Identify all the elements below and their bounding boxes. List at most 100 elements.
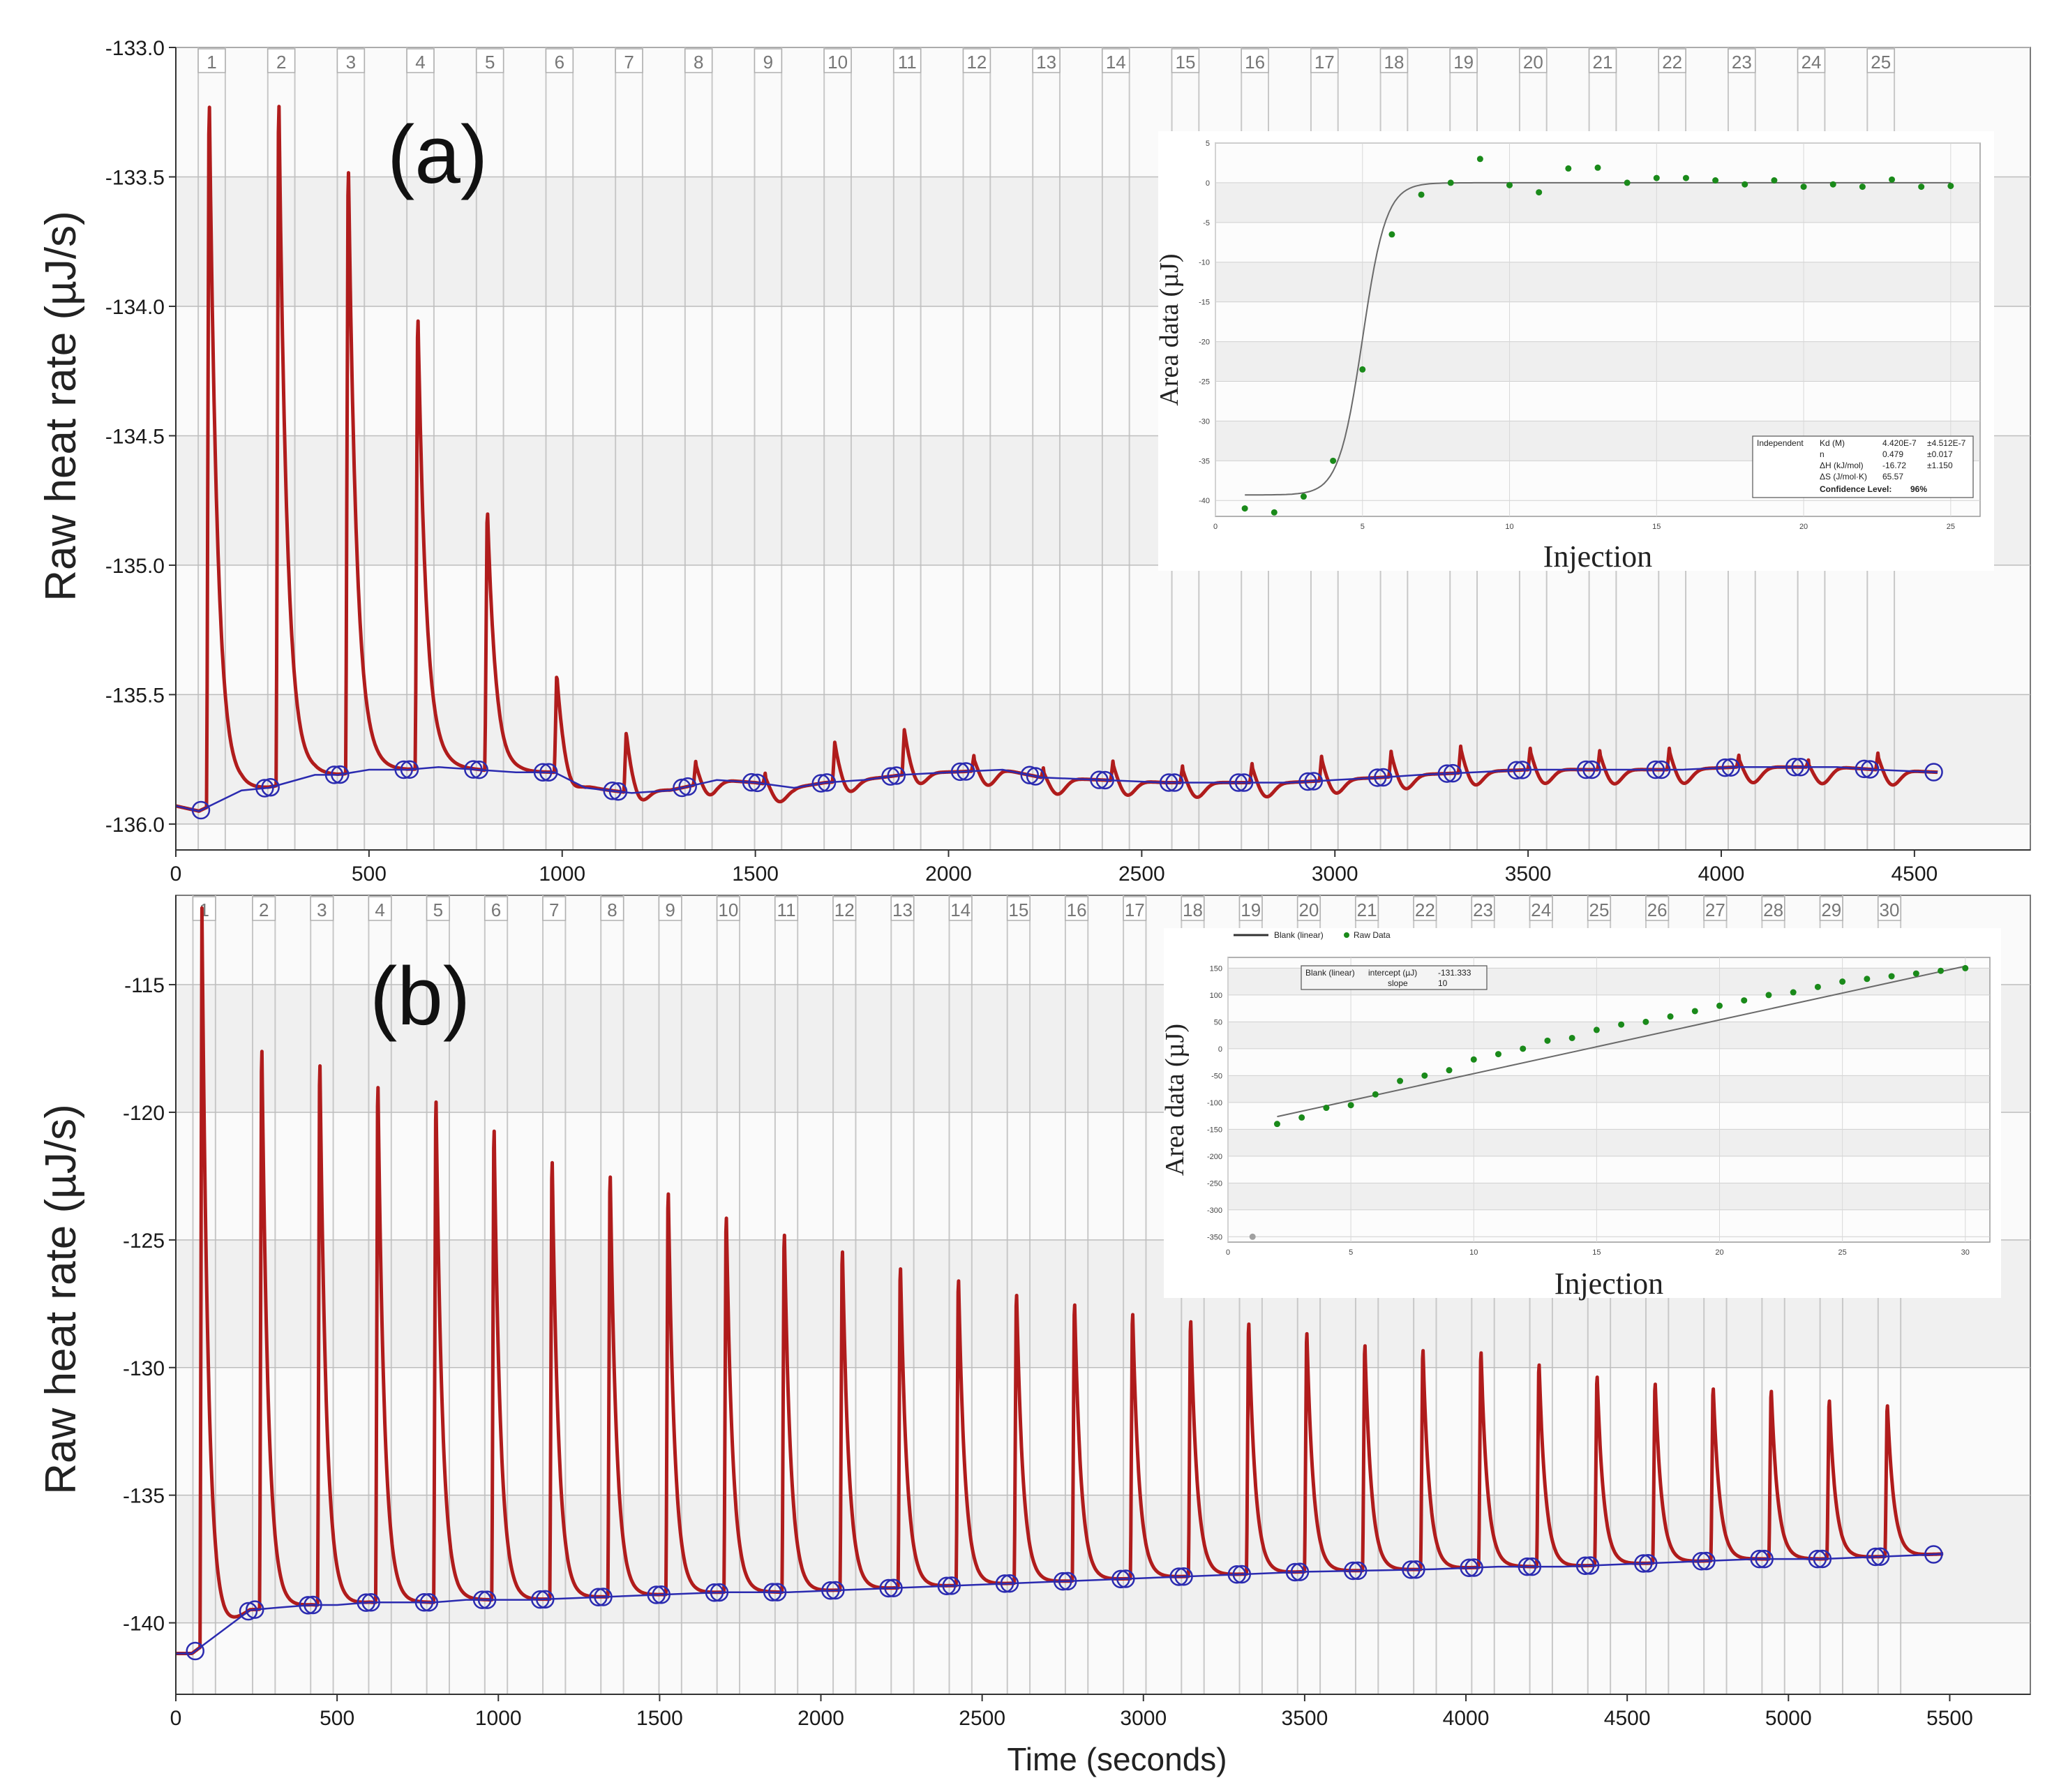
a-y-tick-label: -135.5 — [105, 684, 165, 707]
a-injection-box — [1658, 48, 1686, 73]
b-baseline-marker — [710, 1583, 729, 1602]
b-baseline-marker — [1755, 1549, 1774, 1569]
a-injection-number: 8 — [694, 52, 703, 73]
b-inset-point — [1618, 1021, 1625, 1028]
panel-b-x-axis: 0 500 1000 1500 2000 2500 3000 3500 4000 4500 5000… — [170, 1694, 2030, 1730]
a-injection-box — [615, 48, 643, 73]
a-baseline-marker — [394, 760, 413, 779]
b-injection-box — [310, 896, 334, 921]
a-baseline-marker — [1304, 772, 1324, 791]
b-baseline-marker — [357, 1593, 375, 1612]
b-injection-box — [1296, 896, 1321, 921]
a-baseline-marker — [1860, 760, 1880, 779]
b-x-tick-label: 0 — [170, 1707, 182, 1730]
b-baseline-marker — [1232, 1565, 1252, 1584]
a-x-tick-label: 2000 — [925, 863, 972, 886]
b-baseline-marker — [1058, 1571, 1077, 1591]
b-inset-fit-line — [1277, 965, 1966, 1118]
b-inset-intercept-value: -131.333 — [1438, 968, 1471, 978]
a-baseline-marker — [1095, 770, 1115, 790]
a-injection-box — [1379, 48, 1409, 73]
a-inset-point — [1594, 164, 1601, 171]
panel-b-y-axis: -115 -120 -125 -130 -135 -140 — [123, 895, 177, 1694]
b-baseline-marker — [942, 1576, 961, 1595]
a-injection-box — [684, 48, 713, 73]
panel-b-label: (b) — [370, 950, 470, 1043]
b-injection-number: 22 — [1415, 899, 1435, 920]
b-inset-legend-marker — [1344, 932, 1349, 938]
a-y-tick-label: -134.0 — [105, 296, 165, 319]
b-baseline-marker — [1460, 1558, 1478, 1577]
a-injection-number: 19 — [1453, 52, 1474, 73]
panel-b-inset: 150 100 50 0 -50 -100 -150 -200 -250 -300 -350 0 5 10… — [1160, 928, 2001, 1301]
a-x-tick-label: 3000 — [1312, 863, 1358, 886]
b-injection-number: 19 — [1241, 899, 1261, 920]
b-injection-number: 15 — [1008, 899, 1028, 920]
a-inset-x-tick-label: 10 — [1505, 523, 1513, 531]
b-baseline-marker — [1580, 1556, 1600, 1575]
b-injection-box — [1006, 896, 1031, 921]
b-injection-box — [542, 896, 567, 921]
b-baseline-marker — [239, 1601, 258, 1621]
b-baseline-marker — [304, 1595, 322, 1615]
a-injection-box — [1310, 48, 1339, 73]
a-x-tick-label: 4500 — [1892, 863, 1938, 886]
b-inset-point — [1741, 997, 1748, 1004]
b-x-tick-label: 5000 — [1765, 1707, 1812, 1730]
a-baseline-marker — [1368, 768, 1387, 787]
a-inset-results-value: 0.479 — [1882, 449, 1903, 459]
a-inset-y-tick-label: -30 — [1199, 417, 1210, 426]
b-y-tick-label: -135 — [123, 1485, 165, 1508]
b-injection-box — [948, 896, 973, 921]
panel-a-y-axis-label: Raw heat rate (µJ/s) — [37, 211, 85, 601]
b-inset-legend-label: Raw Data — [1354, 930, 1391, 940]
panel-a-y-axis: -133.0 -133.5 -134.0 -134.5 -135.0 -135.5 -136… — [105, 37, 177, 850]
b-inset-point — [1446, 1067, 1453, 1074]
a-injection-number: 12 — [966, 52, 987, 73]
a-inset-band — [1216, 262, 1979, 302]
b-x-tick-label: 500 — [320, 1707, 354, 1730]
b-injection-number: 14 — [950, 899, 971, 920]
b-inset-band — [1229, 1183, 1989, 1210]
b-injection-number: 9 — [665, 899, 675, 920]
b-inset-x-tick-label: 0 — [1226, 1248, 1230, 1257]
b-inset-y-tick-label: -100 — [1207, 1099, 1222, 1107]
b-inset-y-axis-label: Area data (µJ) — [1160, 1024, 1190, 1176]
a-x-tick-label: 1500 — [732, 863, 779, 886]
b-baseline-marker — [1407, 1560, 1425, 1579]
a-baseline-marker — [191, 800, 211, 820]
b-x-tick-label: 3000 — [1120, 1707, 1167, 1730]
b-baseline-marker — [1575, 1556, 1595, 1576]
b-inset-point — [1912, 970, 1919, 977]
a-injection-box — [1866, 48, 1895, 73]
b-inset-point — [1495, 1051, 1501, 1058]
b-injection-box — [1703, 896, 1728, 921]
panel-b-y-axis-label: Raw heat rate (µJ/s) — [37, 1104, 85, 1494]
a-baseline-marker — [748, 773, 767, 793]
a-injection-number: 1 — [207, 52, 216, 73]
a-inset-x-tick-label: 25 — [1947, 523, 1955, 531]
b-injection-box — [426, 896, 450, 921]
b-injection-number: 25 — [1589, 899, 1609, 920]
a-baseline-marker — [1855, 759, 1874, 779]
a-inset-x-tick-label: 0 — [1213, 523, 1218, 531]
b-injection-number: 6 — [491, 899, 501, 920]
a-injection-number: 13 — [1036, 52, 1056, 73]
a-injection-number: 6 — [555, 52, 564, 73]
b-baseline-marker — [1402, 1560, 1421, 1579]
a-injection-number: 2 — [276, 52, 286, 73]
b-baseline-marker — [1692, 1551, 1711, 1571]
b-baseline-marker — [1174, 1567, 1193, 1586]
a-band — [177, 694, 2030, 824]
a-inset-y-tick-label: -15 — [1199, 299, 1210, 307]
b-injection-box — [658, 896, 682, 921]
b-inset-point — [1888, 973, 1895, 980]
b-injection-box — [484, 896, 508, 921]
a-x-tick-label: 1000 — [539, 863, 585, 886]
a-inset-point — [1300, 493, 1307, 500]
b-baseline-marker — [821, 1581, 840, 1600]
b-injection-number: 24 — [1531, 899, 1551, 920]
b-inset-point — [1864, 976, 1871, 983]
a-baseline-marker — [742, 772, 761, 792]
a-baseline-marker — [1716, 758, 1735, 777]
